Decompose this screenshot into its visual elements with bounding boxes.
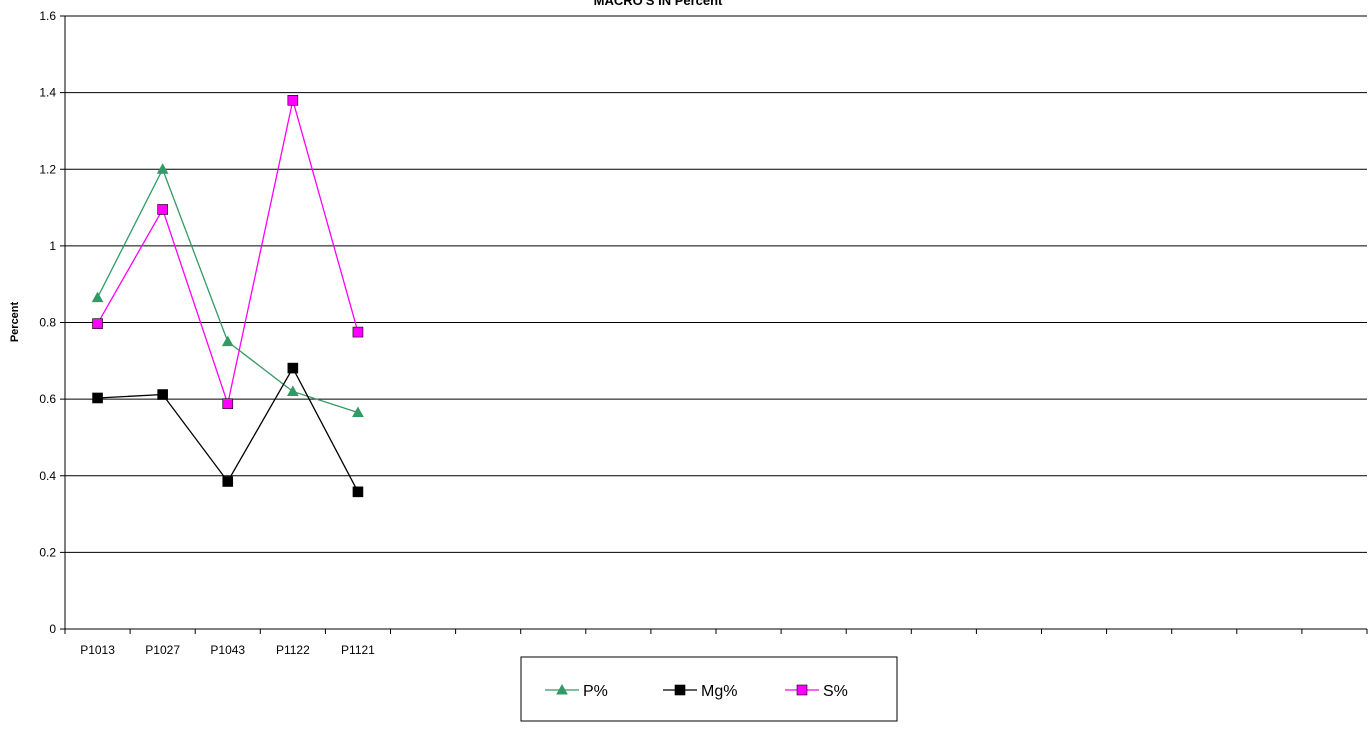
x-tick-label: P1027 <box>145 643 180 657</box>
series-lines <box>91 94 364 498</box>
tick-labels: 0 0.2 0.4 0.6 0.8 1 1.2 1.4 1.6 P1013 P1027 P1043 P1… <box>39 9 375 657</box>
data-point-p <box>91 291 104 303</box>
y-tick-label: 0.2 <box>39 545 56 559</box>
data-point-mg <box>92 392 103 404</box>
y-tick-label: 0.4 <box>39 469 56 483</box>
y-tick-label: 0 <box>49 622 56 636</box>
series-line-s <box>96 100 359 407</box>
data-point-mg <box>287 362 299 374</box>
data-point-p <box>287 385 299 396</box>
gridlines <box>65 15 1367 553</box>
legend-box <box>520 656 898 722</box>
legend-marker-s <box>796 684 808 696</box>
data-point-s <box>287 94 299 106</box>
series-line-mg <box>97 366 359 493</box>
y-tick-label: 1.2 <box>39 162 56 176</box>
legend-label-s: S% <box>823 683 848 700</box>
legend-entry-p: P% <box>545 683 608 700</box>
y-axis-label: Percent <box>9 301 21 342</box>
y-tick-label: 1.4 <box>39 86 56 100</box>
chart-title: MACRO'S IN Percent <box>594 0 723 8</box>
axes <box>60 15 1368 634</box>
data-point-s <box>92 318 103 329</box>
x-tick-label: P1122 <box>276 643 310 657</box>
y-tick-label: 1 <box>49 239 56 253</box>
data-point-mg <box>222 476 234 487</box>
data-point-mg <box>157 389 168 400</box>
legend-marker-mg <box>674 684 686 696</box>
legend-marker-p <box>556 683 568 695</box>
x-tick-label: P1013 <box>80 643 115 657</box>
data-point-s <box>222 398 234 410</box>
data-point-s <box>157 204 168 215</box>
x-tick-label: P1043 <box>210 643 245 657</box>
legend: P% Mg% S% <box>520 656 898 722</box>
data-point-mg <box>352 486 364 498</box>
legend-label-mg: Mg% <box>701 683 737 700</box>
legend-label-p: P% <box>583 683 608 700</box>
series-p <box>91 163 364 418</box>
y-tick-label: 0.6 <box>39 392 56 406</box>
y-tick-label: 0.8 <box>39 316 56 330</box>
series-line-p <box>96 167 359 414</box>
series-s <box>92 94 364 410</box>
data-point-p <box>156 163 169 174</box>
series-mg <box>92 362 364 498</box>
data-point-p <box>221 335 234 347</box>
y-tick-label: 1.6 <box>39 9 56 23</box>
data-point-p <box>352 406 364 418</box>
x-tick-label: P1121 <box>341 643 375 657</box>
legend-entry-mg: Mg% <box>663 683 737 700</box>
legend-entry-s: S% <box>785 683 848 700</box>
data-point-s <box>352 326 364 338</box>
